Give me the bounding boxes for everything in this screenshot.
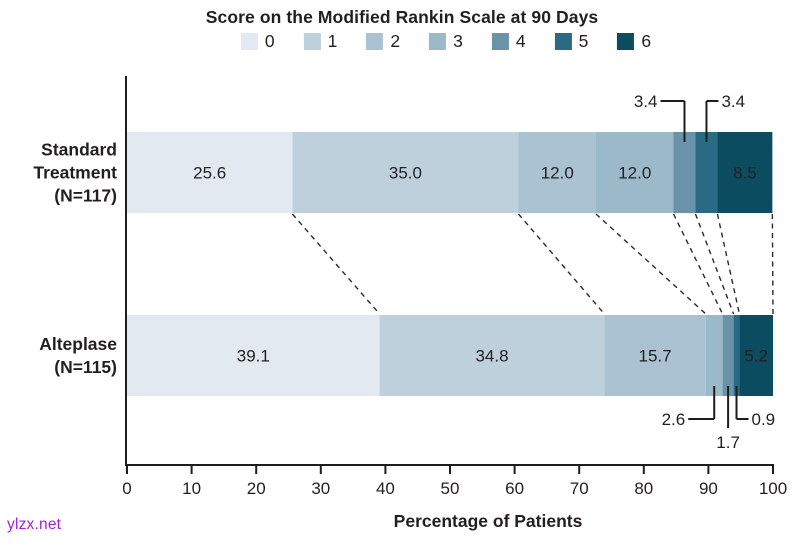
legend-item-6: 6 xyxy=(617,31,652,51)
bar-segment-row1-score3 xyxy=(705,315,723,396)
legend-item-0: 0 xyxy=(240,31,275,51)
x-tick-80 xyxy=(642,466,645,474)
legend: 0 1 2 3 4 5 6 xyxy=(240,31,652,51)
legend-swatch-3 xyxy=(429,33,447,50)
y-axis-line xyxy=(125,76,127,466)
connector-dashed-6 xyxy=(716,213,741,315)
x-tick-40 xyxy=(384,466,387,474)
bar-segment-row0-score4 xyxy=(673,132,696,213)
x-tick-label-80: 80 xyxy=(634,479,653,498)
legend-item-2: 2 xyxy=(366,31,401,51)
segment-value-row0-score1: 35.0 xyxy=(389,164,422,183)
x-axis-label: Percentage of Patients xyxy=(393,511,583,531)
segment-value-row0-score6: 8.5 xyxy=(733,164,757,183)
segment-value-row0-score3: 12.0 xyxy=(618,164,651,183)
legend-swatch-5 xyxy=(554,33,572,50)
row-label-1: Alteplase (N=115) xyxy=(39,334,117,377)
bar-segment-row1-score1 xyxy=(379,315,605,396)
x-tick-label-0: 0 xyxy=(122,479,131,498)
callout-row0-score4-value: 3.4 xyxy=(634,92,658,111)
segment-value-row1-score2: 15.7 xyxy=(639,347,672,366)
x-tick-label-10: 10 xyxy=(182,479,201,498)
callout-row1-score5-value: 0.9 xyxy=(752,410,776,429)
legend-item-4: 4 xyxy=(491,31,526,51)
bar-segment-row1-score5 xyxy=(733,315,740,396)
connector-dashed-1 xyxy=(291,213,381,315)
x-tick-20 xyxy=(255,466,258,474)
x-tick-label-60: 60 xyxy=(505,479,524,498)
x-tick-label-100: 100 xyxy=(759,479,787,498)
segment-value-row1-score1: 34.8 xyxy=(475,347,508,366)
chart-title: Score on the Modified Rankin Scale at 90… xyxy=(205,7,599,27)
legend-label-4: 4 xyxy=(515,31,526,51)
connector-dashed-4 xyxy=(672,213,724,315)
callout-row1-score4-value: 1.7 xyxy=(716,433,740,452)
bar-segment-row0-score3 xyxy=(595,132,674,213)
callout-row0-score5-value: 3.4 xyxy=(721,92,745,111)
legend-label-2: 2 xyxy=(390,31,401,51)
legend-swatch-4 xyxy=(491,33,509,50)
legend-label-5: 5 xyxy=(578,31,589,51)
segment-value-row1-score6: 5.2 xyxy=(744,347,768,366)
legend-label-3: 3 xyxy=(453,31,463,51)
x-tick-label-90: 90 xyxy=(699,479,718,498)
connector-dashed-7 xyxy=(771,213,774,315)
x-tick-label-70: 70 xyxy=(570,479,589,498)
bar-segment-row0-score6 xyxy=(717,132,773,213)
legend-swatch-6 xyxy=(617,33,635,50)
x-tick-50 xyxy=(449,466,451,474)
x-tick-10 xyxy=(190,466,193,474)
x-tick-70 xyxy=(578,466,581,474)
bar-segment-row0-score5 xyxy=(695,132,718,213)
x-tick-100 xyxy=(772,466,774,474)
x-tick-label-50: 50 xyxy=(441,479,460,498)
segment-value-row1-score0: 39.1 xyxy=(237,347,270,366)
legend-swatch-1 xyxy=(303,33,321,50)
bar-segment-row0-score0 xyxy=(127,132,293,213)
x-tick-label-40: 40 xyxy=(376,479,395,498)
x-tick-0 xyxy=(126,466,128,474)
x-tick-30 xyxy=(319,466,322,474)
row-label-0: Standard Treatment (N=117) xyxy=(33,140,117,206)
callout-row1-score3-value: 2.6 xyxy=(662,410,686,429)
bar-segment-row1-score4 xyxy=(722,315,734,396)
legend-label-6: 6 xyxy=(641,31,652,51)
x-tick-label-30: 30 xyxy=(311,479,330,498)
legend-item-5: 5 xyxy=(554,31,589,51)
x-tick-label-20: 20 xyxy=(247,479,266,498)
x-tick-60 xyxy=(513,466,516,474)
bar-segment-row1-score0 xyxy=(127,315,380,396)
bar-segment-row0-score2 xyxy=(518,132,596,213)
connector-dashed-3 xyxy=(595,213,707,315)
legend-label-0: 0 xyxy=(264,31,275,51)
bar-segment-row1-score6 xyxy=(739,315,773,396)
bar-segment-row1-score2 xyxy=(604,315,706,396)
segment-value-row0-score2: 12.0 xyxy=(541,164,574,183)
legend-item-3: 3 xyxy=(429,31,463,51)
watermark: ylzx.net xyxy=(7,516,62,533)
legend-item-1: 1 xyxy=(303,31,338,51)
x-axis-line xyxy=(125,464,774,466)
legend-swatch-2 xyxy=(366,33,384,50)
connector-dashed-2 xyxy=(517,213,605,315)
legend-swatch-0 xyxy=(240,33,258,50)
segment-value-row0-score0: 25.6 xyxy=(193,164,226,183)
x-tick-90 xyxy=(707,466,710,474)
bar-segment-row0-score1 xyxy=(292,132,519,213)
legend-label-1: 1 xyxy=(327,31,338,51)
connector-dashed-5 xyxy=(694,213,735,315)
